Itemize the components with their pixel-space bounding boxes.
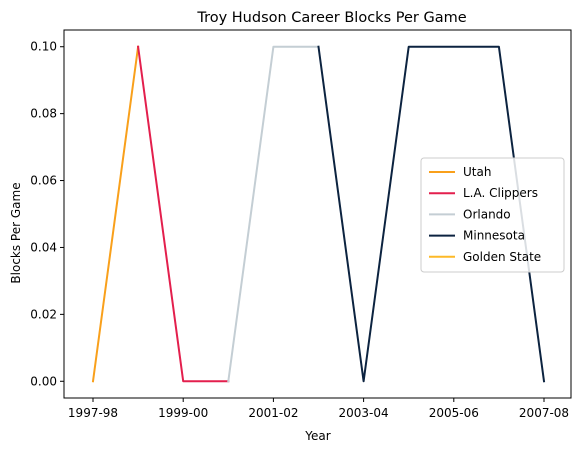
series-line-minnesota [317, 45, 546, 383]
series-lines [91, 45, 546, 383]
plot-frame [63, 29, 572, 399]
series-line-utah [91, 45, 140, 383]
y-tick-label: 0.06 [30, 174, 57, 188]
y-axis: 0.00 0.02 0.04 0.06 0.08 0.10 [30, 40, 64, 388]
legend: Utah L.A. Clippers Orlando Minnesota Golden … [420, 157, 565, 273]
y-tick-label: 0.08 [30, 107, 57, 121]
legend-label-l-a-clippers: L.A. Clippers [463, 186, 538, 200]
legend-label-orlando: Orlando [463, 207, 511, 221]
chart-title: Troy Hudson Career Blocks Per Game [196, 10, 466, 26]
y-tick-label: 0.10 [30, 40, 57, 54]
series-line-l-a-clippers [136, 45, 230, 383]
series-line-orlando [227, 45, 320, 383]
x-axis-label: Year [304, 429, 330, 443]
legend-label-utah: Utah [463, 165, 491, 179]
x-tick-label: 1999-00 [158, 406, 208, 420]
legend-label-golden-state: Golden State [463, 250, 541, 264]
y-tick-label: 0.02 [30, 307, 57, 321]
y-axis-label: Blocks Per Game [9, 182, 23, 283]
legend-box [420, 157, 565, 273]
x-tick-label: 1997-98 [68, 406, 118, 420]
x-tick-label: 2003-04 [339, 406, 389, 420]
legend-label-minnesota: Minnesota [463, 229, 525, 243]
x-tick-label: 2001-02 [248, 406, 298, 420]
x-axis: 1997-98 1999-00 2001-02 2003-04 2005-06 2007-… [68, 398, 569, 420]
y-tick-label: 0.04 [30, 240, 57, 254]
y-tick-label: 0.00 [30, 374, 57, 388]
x-tick-label: 2005-06 [429, 406, 479, 420]
x-tick-label: 2007-08 [519, 406, 569, 420]
